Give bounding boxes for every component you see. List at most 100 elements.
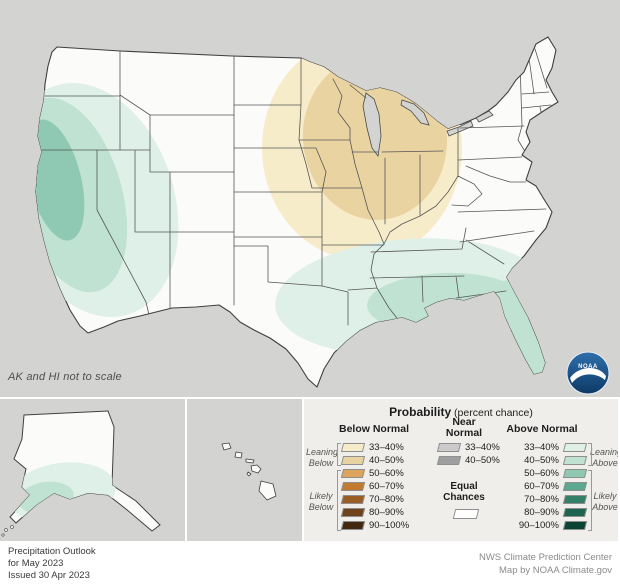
likely-below-label: Likely Below — [308, 491, 334, 512]
state-borders — [37, 48, 552, 326]
above-normal-rows: 33–40% 40–50% 50–60% 60–70% 70–80% 80–90% 90–1… — [500, 441, 588, 532]
below-normal-header: Below Normal — [338, 423, 409, 435]
conus-map-panel: NOAA AK and HI not to scale — [0, 0, 620, 397]
legend-swatch — [340, 482, 366, 491]
noaa-logo: NOAA — [566, 351, 610, 395]
legend-row-label: 33–40% — [369, 442, 404, 453]
legend-title: Probability (percent chance) — [304, 405, 618, 419]
legend-title-suffix: (percent chance) — [451, 407, 533, 419]
legend-swatch — [562, 495, 588, 504]
legend-row-label: 70–80% — [369, 494, 404, 505]
legend-title-main: Probability — [389, 405, 452, 419]
lake-ontario — [475, 110, 494, 123]
outlook-caption: Precipitation Outlook for May 2023 Issue… — [8, 546, 96, 582]
legend-swatch — [562, 469, 588, 478]
legend-row: 80–90% — [340, 506, 409, 519]
legend-swatch — [562, 521, 588, 530]
alaska-map — [0, 399, 185, 541]
footer: Precipitation Outlook for May 2023 Issue… — [0, 543, 620, 585]
legend-swatch — [340, 443, 366, 452]
legend-swatch — [340, 469, 366, 478]
alaska-inset-panel — [0, 399, 185, 541]
noaa-logo-text: NOAA — [578, 364, 598, 370]
legend-row: 70–80% — [500, 493, 588, 506]
island-oahu — [234, 451, 243, 459]
legend-row: 60–70% — [500, 480, 588, 493]
legend-row-label: 90–100% — [369, 520, 410, 531]
leaning-below-label: Leaning Below — [306, 447, 339, 468]
likely-above-bracket — [588, 470, 592, 531]
scale-note: AK and HI not to scale — [8, 371, 122, 383]
legend-row-label: 90–100% — [518, 520, 559, 531]
equal-chances-label: Equal Chances — [443, 481, 485, 503]
legend-row-label: 50–60% — [369, 468, 404, 479]
legend-row-label: 40–50% — [465, 455, 500, 466]
near-normal-rows: 33–40% 40–50% — [436, 441, 500, 467]
equal-chances-swatch — [452, 509, 480, 519]
legend-row: 50–60% — [500, 467, 588, 480]
legend-swatch — [340, 521, 366, 530]
credit-line-2: Map by NOAA Climate.gov — [499, 565, 612, 576]
legend-row-label: 40–50% — [369, 455, 404, 466]
legend-swatch — [340, 456, 366, 465]
below-normal-rows: 33–40% 40–50% 50–60% 60–70% 70–80% 80–90% 90–1… — [340, 441, 410, 532]
caption-line-1: Precipitation Outlook — [8, 546, 96, 557]
aleutian-islands — [1, 525, 14, 537]
legend-row: 33–40% — [436, 441, 500, 454]
leaning-below-bracket — [337, 443, 341, 466]
legend-swatch — [436, 456, 462, 465]
legend-swatch — [340, 495, 366, 504]
credit-line-1: NWS Climate Prediction Center — [478, 552, 612, 563]
lake-michigan — [362, 92, 382, 158]
legend-row: 33–40% — [500, 441, 588, 454]
bottom-strip: Probability (percent chance) Below Norma… — [0, 397, 620, 543]
legend-row-label: 33–40% — [524, 442, 559, 453]
legend-row: 33–40% — [340, 441, 409, 454]
hawaii-islands — [221, 442, 277, 501]
legend-row: 90–100% — [340, 519, 410, 532]
lake-huron — [400, 99, 430, 126]
island-maui — [250, 464, 262, 474]
legend-row-label: 50–60% — [524, 468, 559, 479]
hawaii-map — [187, 399, 302, 541]
legend-row: 40–50% — [340, 454, 409, 467]
island-molokai — [245, 458, 255, 464]
legend-row-label: 33–40% — [465, 442, 500, 453]
caption-line-2: for May 2023 — [8, 558, 64, 569]
legend-row-label: 40–50% — [524, 455, 559, 466]
island-kauai — [221, 442, 232, 451]
legend-row: 70–80% — [340, 493, 409, 506]
legend-swatch — [562, 482, 588, 491]
near-normal-header: Near Normal — [445, 416, 483, 439]
conus-map: NOAA — [0, 0, 620, 397]
legend-row: 60–70% — [340, 480, 409, 493]
legend-swatch — [562, 508, 588, 517]
legend-swatch — [436, 443, 462, 452]
hawaii-background — [187, 399, 302, 541]
legend-row-label: 60–70% — [369, 481, 404, 492]
leaning-above-label: Leaning Above — [590, 447, 618, 468]
hawaii-inset-panel — [187, 399, 302, 541]
legend-swatch — [562, 456, 588, 465]
legend-swatch — [562, 443, 588, 452]
island-lanai — [246, 471, 252, 477]
lake-erie — [446, 120, 474, 137]
credits: NWS Climate Prediction Center Map by NOA… — [479, 551, 612, 577]
leaning-above-bracket — [588, 443, 592, 466]
caption-line-3: Issued 30 Apr 2023 — [8, 570, 90, 581]
legend-swatch — [340, 508, 366, 517]
legend-row-label: 70–80% — [524, 494, 559, 505]
legend-row: 50–60% — [340, 467, 409, 480]
noaa-bird-icon — [570, 367, 606, 383]
likely-above-label: Likely Above — [592, 491, 618, 512]
great-lakes — [362, 92, 494, 158]
island-hawaii — [258, 480, 277, 501]
likely-below-bracket — [337, 470, 341, 531]
legend-panel: Probability (percent chance) Below Norma… — [304, 399, 618, 541]
legend-row-label: 80–90% — [524, 507, 559, 518]
legend-row: 80–90% — [500, 506, 588, 519]
legend-row-label: 80–90% — [369, 507, 404, 518]
above-normal-header: Above Normal — [506, 423, 578, 435]
legend-row-label: 60–70% — [524, 481, 559, 492]
